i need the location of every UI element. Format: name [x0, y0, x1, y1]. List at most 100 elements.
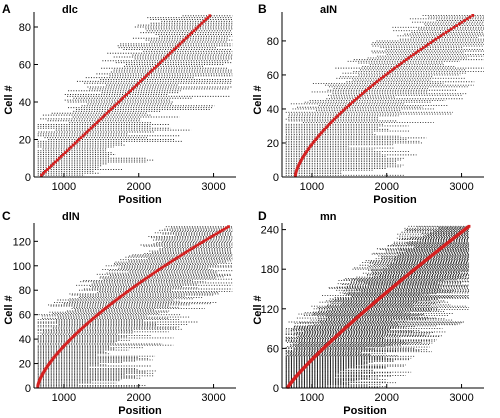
panel-d: D mn Cell # Position 0 60 120 180 240 1000 200… — [252, 209, 484, 417]
soma-point — [154, 270, 158, 274]
x-tick-label: 1000 — [300, 181, 324, 193]
soma-point — [303, 153, 306, 157]
soma-point — [172, 258, 176, 262]
y-tick-label: 40 — [19, 334, 31, 346]
soma-point — [71, 143, 75, 147]
x-tick-label: 3000 — [201, 392, 225, 404]
soma-point — [103, 307, 107, 310]
soma-point — [338, 112, 341, 116]
soma-point — [49, 164, 53, 168]
soma-point — [124, 291, 128, 295]
soma-point — [414, 51, 418, 55]
soma-point — [468, 15, 472, 19]
soma-point — [379, 76, 383, 80]
soma-point — [341, 109, 345, 113]
y-tick-label: 60 — [267, 343, 279, 355]
y-tick-label: 0 — [25, 172, 31, 184]
soma-point — [208, 236, 212, 240]
soma-point — [139, 280, 143, 284]
soma-point — [314, 138, 318, 141]
soma-point — [196, 243, 200, 247]
soma-point — [131, 286, 135, 290]
soma-point — [345, 105, 349, 109]
x-tick-label: 1000 — [300, 392, 324, 404]
panel-a-somas — [40, 14, 212, 177]
y-tick-label: 80 — [267, 36, 279, 48]
soma-point — [402, 59, 406, 63]
y-tick-label: 100 — [13, 261, 31, 273]
soma-point — [431, 39, 435, 43]
soma-point — [159, 266, 163, 270]
soma-point — [358, 93, 362, 97]
soma-point — [315, 136, 319, 140]
soma-point — [105, 305, 109, 309]
panel-b-plot: 0 20 40 60 80 1000 2000 3000 — [267, 12, 484, 193]
soma-point — [111, 106, 115, 110]
soma-point — [190, 31, 194, 35]
soma-point — [300, 156, 304, 160]
panel-c-title: dlN — [62, 211, 80, 223]
soma-point — [377, 78, 381, 82]
soma-point — [198, 23, 202, 27]
panel-d-xlabel: Position — [343, 405, 387, 417]
soma-point — [296, 165, 300, 169]
panel-d-title: mn — [320, 211, 337, 223]
soma-point — [163, 264, 167, 268]
y-tick-label: 0 — [273, 172, 279, 184]
soma-point — [294, 170, 298, 174]
panel-d-letter: D — [258, 209, 267, 223]
soma-point — [174, 257, 178, 260]
soma-point — [53, 160, 57, 164]
x-tick-label: 2000 — [126, 392, 150, 404]
soma-point — [326, 124, 330, 128]
soma-point — [311, 141, 315, 145]
soma-point — [166, 53, 170, 57]
soma-point — [55, 158, 59, 162]
panel-b-somas — [294, 14, 475, 177]
soma-point — [444, 31, 448, 34]
x-tick-label: 1000 — [52, 181, 76, 193]
soma-point — [182, 252, 186, 255]
soma-point — [467, 224, 471, 228]
soma-point — [336, 114, 340, 118]
soma-point — [463, 19, 467, 22]
soma-point — [202, 19, 206, 23]
panel-b-raster — [285, 14, 484, 176]
soma-point — [198, 242, 202, 246]
y-tick-label: 180 — [261, 264, 279, 276]
x-tick-label: 2000 — [374, 392, 398, 404]
soma-point — [384, 73, 388, 77]
y-tick-label: 60 — [267, 70, 279, 82]
y-tick-label: 240 — [261, 225, 279, 237]
soma-point — [363, 90, 366, 94]
soma-point — [382, 75, 385, 79]
soma-point — [103, 113, 107, 117]
soma-point — [397, 63, 401, 67]
soma-point — [141, 279, 145, 282]
soma-point — [400, 61, 404, 65]
soma-point — [65, 149, 69, 153]
soma-point — [295, 168, 299, 172]
soma-point — [145, 74, 148, 78]
soma-point — [126, 290, 130, 293]
soma-point — [307, 146, 311, 150]
soma-point — [160, 59, 164, 63]
soma-point — [208, 14, 212, 18]
soma-point — [59, 154, 63, 158]
soma-point — [100, 309, 104, 313]
soma-point — [111, 301, 115, 304]
soma-point — [308, 144, 312, 148]
soma-point — [180, 253, 184, 257]
soma-point — [156, 63, 160, 66]
soma-point — [206, 237, 210, 241]
soma-point — [77, 138, 81, 141]
soma-point — [434, 37, 438, 41]
soma-point — [116, 297, 120, 301]
y-tick-label: 0 — [273, 383, 279, 395]
soma-point — [150, 68, 154, 72]
soma-point — [172, 48, 176, 51]
soma-point — [436, 36, 440, 39]
soma-point — [407, 56, 411, 60]
soma-point — [93, 315, 97, 319]
soma-point — [347, 104, 351, 107]
